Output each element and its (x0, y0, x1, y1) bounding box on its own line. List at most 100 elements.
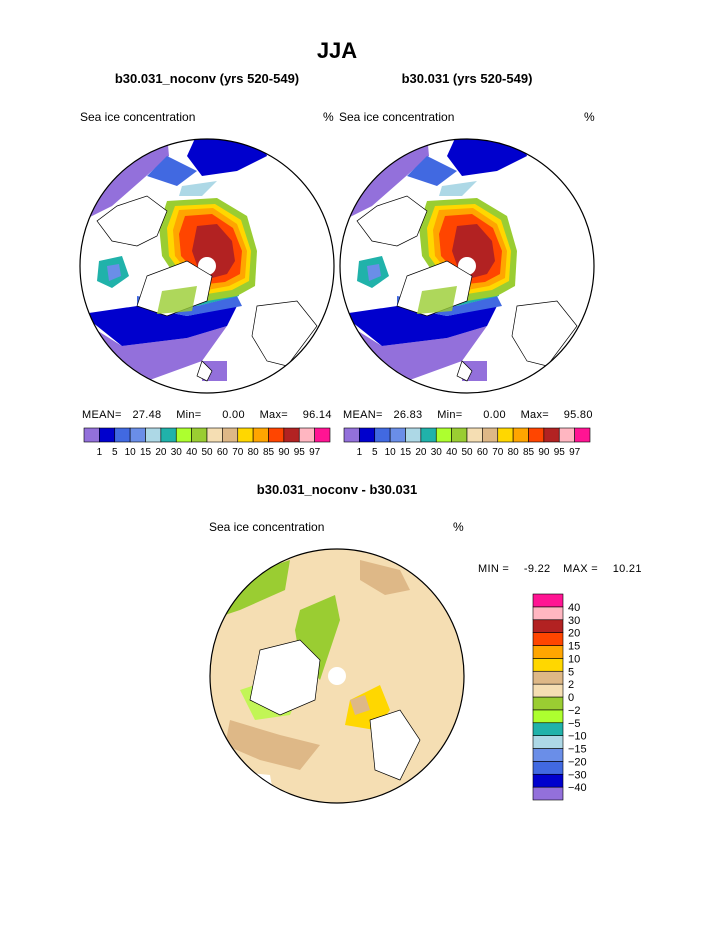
diff-colorbar-swatch-3 (532, 748, 564, 762)
diff-colorbar-swatch-15 (532, 593, 564, 608)
diff-colorbar-tick-label: 30 (568, 615, 580, 627)
panel-2-map (340, 139, 594, 393)
panel-1-colorbar-tick-label: 50 (201, 447, 213, 458)
diff-colorbar-tick-label: 20 (568, 628, 580, 640)
diff-colorbar-swatch-1 (532, 773, 564, 788)
panel-2-colorbar-swatch-9 (482, 427, 499, 443)
diff-colorbar-tick-label: −20 (568, 756, 587, 768)
diff-stats: MIN = -9.22 MAX = 10.21 (478, 563, 642, 575)
panel-1-colorbar-swatch-11 (252, 427, 269, 443)
panel-2-colorbar-swatch-4 (405, 427, 422, 443)
panel-2-colorbar-tick-label: 40 (446, 447, 458, 458)
panel-1-max-value: 96.14 (302, 409, 332, 421)
panel-2-colorbar-swatch-2 (374, 427, 391, 443)
panel-1-colorbar-swatch-7 (191, 427, 208, 443)
panel-2-units-label: % (584, 110, 595, 124)
panel-2-min-value: 0.00 (483, 409, 506, 421)
diff-colorbar-tick-label: −5 (568, 718, 581, 730)
page-title: JJA (316, 38, 358, 63)
panel-2-colorbar-tick-label: 20 (415, 447, 427, 458)
panel-1-colorbar-swatch-6 (175, 427, 192, 443)
panel-1-colorbar-tick-label: 10 (125, 447, 137, 458)
panel-1-colorbar-swatch-0 (83, 427, 100, 443)
panel-1-map (80, 139, 334, 393)
panel-2-colorbar-swatch-12 (528, 427, 545, 443)
diff-colorbar-swatch-0 (532, 786, 564, 801)
diff-colorbar-tick-label: 5 (568, 666, 574, 678)
diff-min-value: -9.22 (523, 563, 551, 575)
panel-2-colorbar-tick-label: 90 (538, 447, 550, 458)
panel-1-max-label: Max= (259, 409, 288, 421)
panel-2-colorbar-swatch-0 (343, 427, 360, 443)
panel-2-colorbar-swatch-15 (574, 427, 591, 443)
panel-1-colorbar-tick-label: 70 (232, 447, 244, 458)
panel-1-mean-label: MEAN= (82, 409, 122, 421)
diff-colorbar-tick-label: −2 (568, 705, 581, 717)
panel-1-colorbar-tick-label: 30 (171, 447, 183, 458)
panel-1-colorbar-swatch-10 (237, 427, 254, 443)
panel-1-colorbar-tick-label: 95 (294, 447, 306, 458)
panel-2-colorbar-tick-label: 60 (477, 447, 489, 458)
panel-2-colorbar: 1 5 10 15 20 30 40 50 60 70 80 85 90 95 97 (343, 427, 591, 458)
diff-colorbar-swatch-14 (532, 606, 564, 621)
panel-1-stats: MEAN= 27.48 Min= 0.00 Max= 96.14 (82, 409, 332, 421)
panel-1-colorbar-swatch-4 (145, 427, 162, 443)
diff-colorbar-tick-label: 10 (568, 653, 580, 665)
panel-1-colorbar-swatch-2 (114, 427, 131, 443)
diff-title: b30.031_noconv - b30.031 (256, 482, 418, 497)
panel-2-colorbar-tick-label: 85 (523, 447, 535, 458)
panel-1-map-border (79, 138, 335, 394)
panel-2-colorbar-swatch-14 (558, 427, 575, 443)
panel-1-colorbar-tick-label: 80 (248, 447, 260, 458)
panel-1-colorbar-swatch-12 (268, 427, 285, 443)
panel-2-colorbar-tick-label: 95 (554, 447, 566, 458)
panel-1-variable-label: Sea ice concentration (80, 110, 196, 124)
panel-2-colorbar-swatch-5 (420, 427, 437, 443)
panel-2-max-value: 95.80 (563, 409, 593, 421)
panel-2-colorbar-swatch-10 (497, 427, 514, 443)
diff-max-value: 10.21 (612, 563, 642, 575)
diff-colorbar-swatch-4 (532, 735, 564, 749)
panel-2-title: b30.031 (yrs 520-549) (401, 71, 533, 86)
diff-colorbar-tick-label: 40 (568, 602, 580, 614)
diff-colorbar-tick-label: −40 (568, 782, 587, 794)
panel-2-colorbar-tick-label: 1 (357, 447, 363, 458)
diff-colorbar-swatch-12 (532, 632, 564, 646)
diff-colorbar-swatch-11 (532, 645, 564, 659)
panel-2-colorbar-swatch-1 (359, 427, 376, 443)
diff-variable-label: Sea ice concentration (209, 520, 325, 534)
panel-2-colorbar-tick-label: 80 (508, 447, 520, 458)
diff-colorbar-swatch-5 (532, 722, 564, 736)
panel-1-min-label: Min= (176, 409, 202, 421)
panel-2-colorbar-tick-label: 10 (385, 447, 397, 458)
panel-1-colorbar-swatch-3 (129, 427, 146, 443)
panel-1-colorbar: 1 5 10 15 20 30 40 50 60 70 80 85 90 95 97 (83, 427, 331, 458)
diff-map-border (209, 548, 465, 804)
diff-colorbar-swatch-9 (532, 670, 564, 685)
diff-colorbar-tick-label: 0 (568, 692, 574, 704)
panel-1-colorbar-swatch-9 (222, 427, 239, 443)
panel-2-mean-value: 26.83 (393, 409, 423, 421)
panel-2-colorbar-swatch-13 (543, 427, 560, 443)
panel-2-variable-label: Sea ice concentration (339, 110, 455, 124)
diff-colorbar-tick-label: 15 (568, 641, 580, 653)
diff-colorbar-swatch-8 (532, 683, 564, 698)
panel-2-colorbar-swatch-11 (512, 427, 529, 443)
panel-2-colorbar-tick-label: 30 (431, 447, 443, 458)
panel-2-map-border (339, 138, 595, 394)
panel-2-colorbar-tick-label: 97 (569, 447, 581, 458)
panel-1-colorbar-swatch-8 (206, 427, 223, 443)
panel-1-colorbar-tick-label: 15 (140, 447, 152, 458)
diff-colorbar-swatch-13 (532, 619, 564, 633)
panel-2-stats: MEAN= 26.83 Min= 0.00 Max= 95.80 (343, 409, 593, 421)
diff-colorbar-swatch-2 (532, 761, 564, 775)
panel-2-colorbar-tick-label: 70 (492, 447, 504, 458)
panel-1-colorbar-tick-label: 20 (155, 447, 167, 458)
diff-units-label: % (453, 520, 464, 534)
panel-1-colorbar-swatch-14 (298, 427, 315, 443)
diff-map (210, 549, 464, 803)
diff-colorbar-tick-label: −15 (568, 744, 587, 756)
diff-colorbar-tick-label: 2 (568, 679, 574, 691)
panel-2-colorbar-swatch-8 (466, 427, 483, 443)
